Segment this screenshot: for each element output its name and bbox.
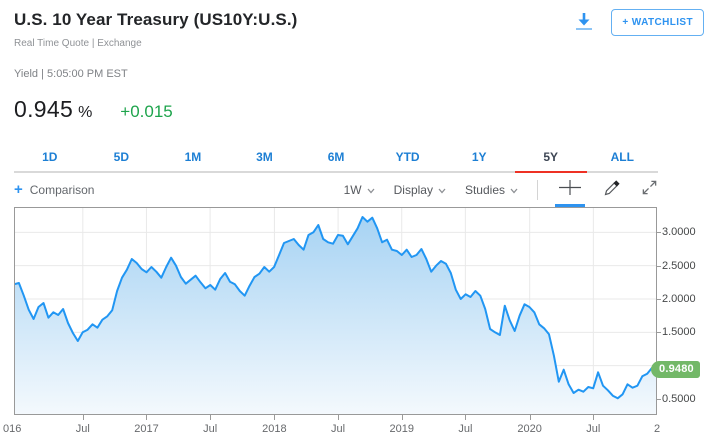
- active-tool-indicator: [555, 204, 585, 207]
- y-axis-label: 0.5000: [662, 393, 696, 405]
- interval-dropdown[interactable]: 1W: [344, 181, 375, 199]
- tab-1y[interactable]: 1Y: [471, 150, 487, 164]
- tab-1d[interactable]: 1D: [42, 150, 58, 164]
- download-icon: [573, 13, 595, 35]
- crosshair-icon: [557, 179, 583, 201]
- y-axis-label: 2.5000: [662, 259, 696, 272]
- studies-dropdown[interactable]: Studies: [465, 181, 518, 199]
- x-axis-tick: [593, 415, 595, 420]
- quote-subtitle: Real Time Quote | Exchange: [14, 38, 142, 49]
- add-watchlist-button[interactable]: + WATCHLIST: [611, 9, 704, 36]
- y-axis-label: 2.0000: [662, 293, 696, 305]
- x-axis-label: 016: [3, 423, 22, 435]
- y-axis-tick: [657, 332, 661, 334]
- toolbar-divider: [537, 180, 538, 200]
- expand-icon: [641, 179, 658, 201]
- y-axis-tick: [657, 299, 661, 300]
- area-fill: [14, 217, 657, 415]
- x-axis-label: 2018: [262, 423, 287, 435]
- x-axis-tick: [401, 415, 403, 420]
- x-axis-label: Jul: [331, 423, 346, 435]
- tab-1m[interactable]: 1M: [184, 150, 202, 164]
- studies-label: Studies: [464, 183, 505, 197]
- y-axis-label: 3.0000: [662, 226, 696, 239]
- tab-6m[interactable]: 6M: [327, 150, 345, 164]
- plus-icon: +: [14, 181, 23, 198]
- tab-5y[interactable]: 5Y: [514, 146, 587, 173]
- x-axis-tick: [210, 415, 212, 420]
- comparison-label: Comparison: [29, 183, 95, 197]
- tab-3m[interactable]: 3M: [256, 150, 273, 164]
- x-axis-label: 2019: [389, 423, 414, 435]
- chevron-down-icon: [510, 181, 518, 199]
- pencil-icon: [602, 178, 622, 203]
- y-axis-tick: [657, 232, 661, 234]
- x-axis-tick: [465, 415, 467, 420]
- price-line: [14, 216, 658, 400]
- page-title: U.S. 10 Year Treasury (US10Y:U.S.): [14, 10, 298, 29]
- x-axis-label: 2017: [134, 423, 159, 435]
- price-chart[interactable]: 3.0000 2.5000 2.0000 1.5000 0.5000 016 Jul 2017…: [0, 202, 710, 446]
- x-axis-label: Jul: [458, 423, 473, 435]
- x-axis-label: Jul: [203, 423, 218, 435]
- y-axis-label: 1.5000: [662, 326, 696, 339]
- download-button[interactable]: [571, 8, 597, 37]
- tab-all[interactable]: ALL: [610, 150, 634, 164]
- display-label: Display: [393, 183, 433, 197]
- y-axis-tick: [657, 265, 661, 267]
- chevron-down-icon: [438, 181, 446, 199]
- y-axis-tick: [657, 399, 661, 400]
- price-change: +0.015: [120, 102, 173, 121]
- display-dropdown[interactable]: Display: [394, 181, 446, 199]
- x-axis-tick: [274, 415, 276, 420]
- comparison-button[interactable]: + Comparison: [14, 181, 95, 198]
- chart-plot-area[interactable]: [14, 207, 658, 416]
- chevron-down-icon: [367, 181, 375, 199]
- range-tabs: 1D 5D 1M 3M 6M YTD 1Y 5Y ALL: [14, 146, 658, 173]
- x-axis-label: 2: [653, 423, 661, 435]
- x-axis-tick: [146, 415, 148, 420]
- tab-ytd[interactable]: YTD: [395, 150, 420, 164]
- last-price-badge: 0.9480: [651, 361, 700, 379]
- fullscreen-button[interactable]: [641, 179, 658, 201]
- quote-meta: Yield | 5:05:00 PM EST: [14, 68, 128, 80]
- x-axis-label: Jul: [75, 423, 90, 435]
- tab-5d[interactable]: 5D: [113, 150, 130, 164]
- crosshair-tool-button[interactable]: [555, 179, 585, 207]
- x-axis-tick: [529, 415, 531, 420]
- price-unit: %: [78, 104, 93, 121]
- interval-label: 1W: [343, 183, 362, 197]
- x-axis-tick: [82, 415, 84, 420]
- price-value: 0.945: [14, 96, 74, 122]
- plot-border: [14, 207, 657, 415]
- x-axis-label: Jul: [586, 423, 601, 435]
- x-axis-label: 2020: [517, 423, 542, 435]
- x-axis-tick: [338, 415, 340, 420]
- draw-tool-button[interactable]: [602, 178, 622, 203]
